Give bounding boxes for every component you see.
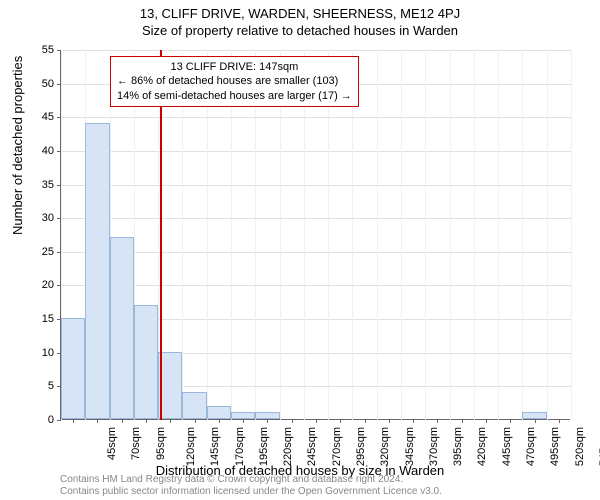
x-tick	[389, 419, 390, 423]
x-tick-label: 170sqm	[234, 427, 246, 466]
grid-line	[61, 285, 571, 286]
x-tick	[267, 419, 268, 423]
y-tick-label: 25	[24, 246, 54, 258]
x-tick	[243, 419, 244, 423]
x-tick-label: 445sqm	[501, 427, 513, 466]
x-tick	[316, 419, 317, 423]
bar	[255, 412, 279, 419]
x-tick-label: 45sqm	[106, 427, 118, 460]
x-tick	[413, 419, 414, 423]
x-tick-label: 320sqm	[379, 427, 391, 466]
grid-line-v	[474, 50, 475, 420]
grid-line-v	[547, 50, 548, 420]
y-tick-label: 20	[24, 279, 54, 291]
x-tick-label: 120sqm	[185, 427, 197, 466]
x-tick	[559, 419, 560, 423]
grid-line	[61, 50, 571, 51]
x-tick	[486, 419, 487, 423]
bar	[134, 305, 158, 419]
x-tick	[170, 419, 171, 423]
grid-line-v	[571, 50, 572, 420]
x-tick	[97, 419, 98, 423]
annotation-line2: ← 86% of detached houses are smaller (10…	[117, 74, 352, 88]
x-tick-label: 70sqm	[130, 427, 142, 460]
grid-line-v	[425, 50, 426, 420]
y-tick-label: 45	[24, 111, 54, 123]
x-tick-label: 195sqm	[258, 427, 270, 466]
y-tick-label: 40	[24, 145, 54, 157]
bar	[61, 318, 85, 419]
grid-line-v	[522, 50, 523, 420]
grid-line	[61, 185, 571, 186]
x-tick-label: 470sqm	[525, 427, 537, 466]
grid-line	[61, 218, 571, 219]
x-tick-label: 520sqm	[574, 427, 586, 466]
y-tick-label: 35	[24, 179, 54, 191]
grid-line-v	[377, 50, 378, 420]
annotation-box: 13 CLIFF DRIVE: 147sqm ← 86% of detached…	[110, 56, 359, 107]
y-tick-label: 55	[24, 44, 54, 56]
y-tick-label: 0	[24, 414, 54, 426]
x-tick	[340, 419, 341, 423]
footer-line1: Contains HM Land Registry data © Crown c…	[60, 474, 442, 486]
x-tick-label: 420sqm	[477, 427, 489, 466]
x-tick	[146, 419, 147, 423]
chart-title-sub: Size of property relative to detached ho…	[0, 21, 600, 38]
y-tick-label: 50	[24, 78, 54, 90]
x-tick	[219, 419, 220, 423]
x-tick-label: 395sqm	[452, 427, 464, 466]
bar	[110, 237, 134, 419]
grid-line-v	[401, 50, 402, 420]
x-tick-label: 495sqm	[549, 427, 561, 466]
x-tick	[365, 419, 366, 423]
x-tick-label: 95sqm	[155, 427, 167, 460]
x-tick	[462, 419, 463, 423]
x-tick-label: 145sqm	[209, 427, 221, 466]
grid-line	[61, 151, 571, 152]
bar	[207, 406, 231, 419]
annotation-line1: 13 CLIFF DRIVE: 147sqm	[117, 60, 352, 74]
grid-line	[61, 252, 571, 253]
bar	[85, 123, 109, 419]
x-tick-label: 220sqm	[282, 427, 294, 466]
bar	[182, 392, 206, 419]
x-tick-label: 295sqm	[355, 427, 367, 466]
chart-area: 051015202530354045505545sqm70sqm95sqm120…	[60, 50, 570, 420]
grid-line	[61, 117, 571, 118]
y-tick-label: 10	[24, 347, 54, 359]
x-tick	[122, 419, 123, 423]
grid-line-v	[498, 50, 499, 420]
footer-line2: Contains public sector information licen…	[60, 486, 442, 498]
x-tick-label: 270sqm	[331, 427, 343, 466]
x-tick-label: 345sqm	[404, 427, 416, 466]
y-axis-label: Number of detached properties	[10, 56, 25, 235]
footer: Contains HM Land Registry data © Crown c…	[60, 474, 442, 498]
x-tick-label: 245sqm	[307, 427, 319, 466]
grid-line-v	[450, 50, 451, 420]
x-tick	[535, 419, 536, 423]
chart-title-main: 13, CLIFF DRIVE, WARDEN, SHEERNESS, ME12…	[0, 0, 600, 21]
x-tick	[437, 419, 438, 423]
bar	[158, 352, 182, 419]
y-tick-label: 5	[24, 380, 54, 392]
x-tick	[73, 419, 74, 423]
bar	[231, 412, 255, 419]
x-tick	[510, 419, 511, 423]
y-tick-label: 30	[24, 212, 54, 224]
bar	[522, 412, 546, 419]
x-tick	[195, 419, 196, 423]
annotation-line3: 14% of semi-detached houses are larger (…	[117, 89, 352, 103]
y-tick-label: 15	[24, 313, 54, 325]
x-tick	[292, 419, 293, 423]
y-tick	[57, 420, 61, 421]
x-tick-label: 370sqm	[428, 427, 440, 466]
